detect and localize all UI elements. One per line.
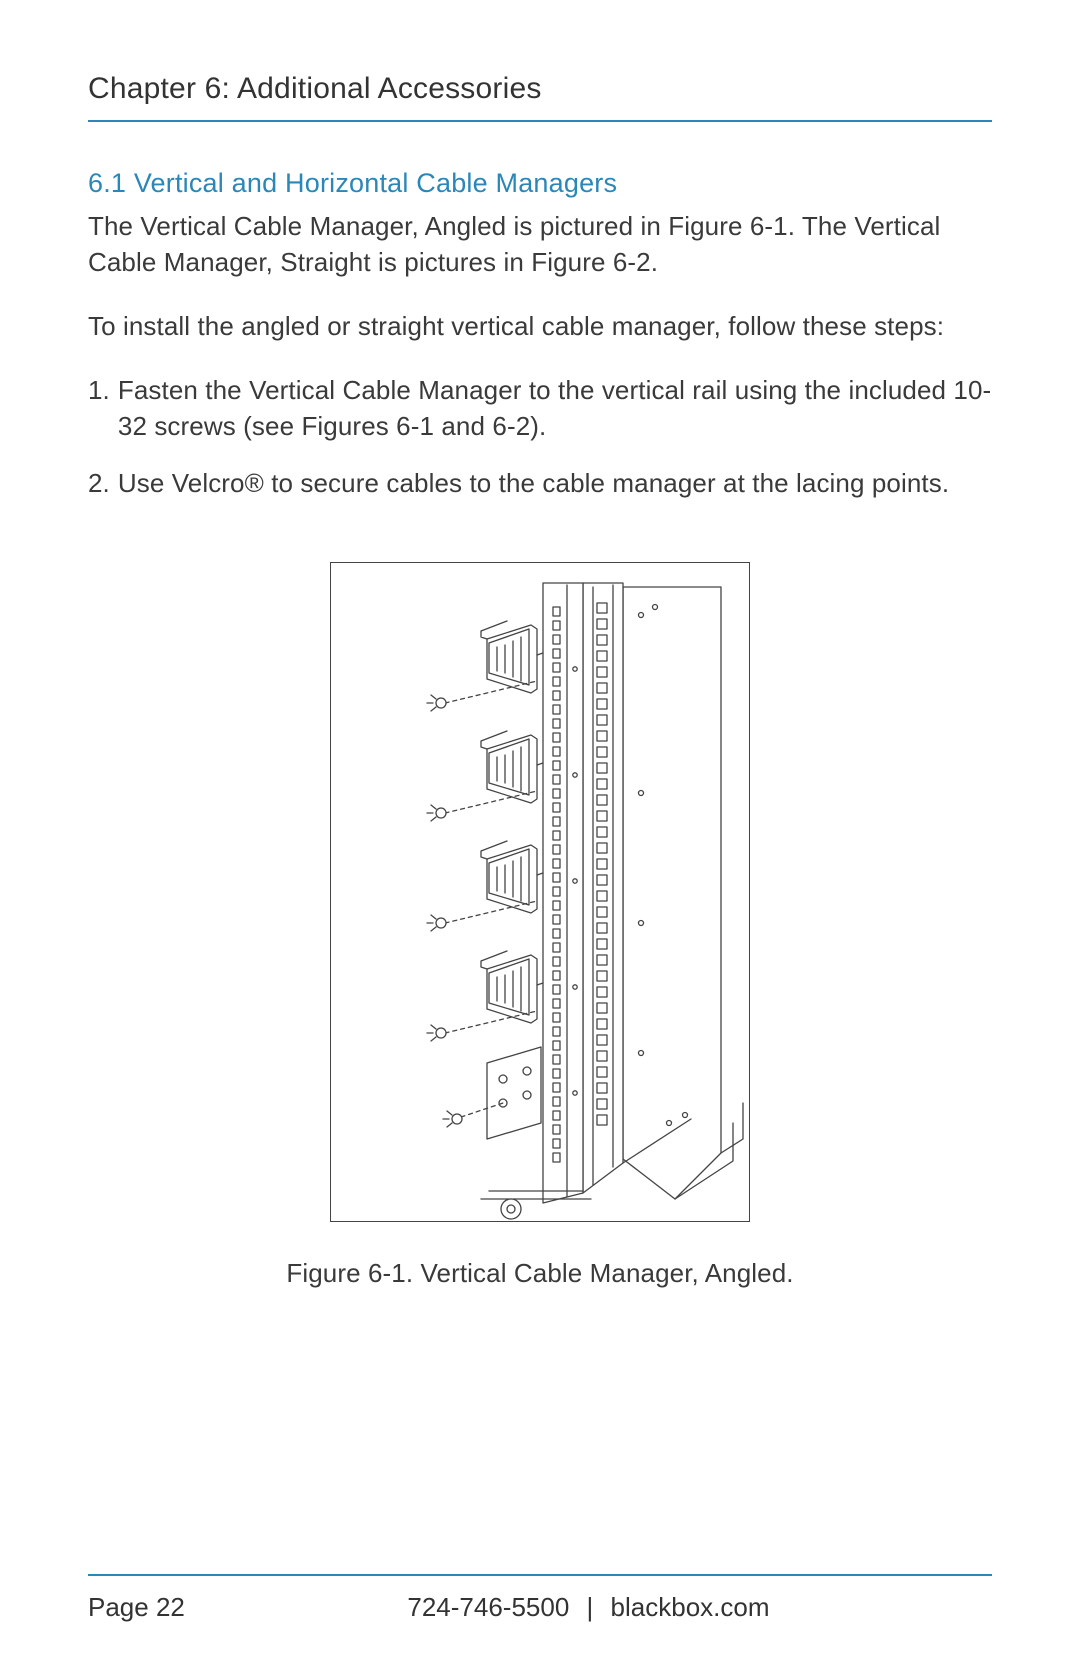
step-item: 1. Fasten the Vertical Cable Manager to … [88, 373, 992, 445]
intro-paragraph-2: To install the angled or straight vertic… [88, 309, 992, 345]
page-number: Page 22 [88, 1592, 185, 1623]
figure-wrap [88, 562, 992, 1222]
step-number: 1. [88, 373, 110, 445]
cable-manager-drawing-icon [331, 563, 751, 1223]
section-title: 6.1 Vertical and Horizontal Cable Manage… [88, 168, 992, 199]
step-text: Use Velcro® to secure cables to the cabl… [118, 466, 992, 502]
page-footer: Page 22 724-746-5500 | blackbox.com [88, 1574, 992, 1623]
step-item: 2. Use Velcro® to secure cables to the c… [88, 466, 992, 502]
intro-paragraph-1: The Vertical Cable Manager, Angled is pi… [88, 209, 992, 281]
figure-6-1 [330, 562, 750, 1222]
chapter-title: Chapter 6: Additional Accessories [88, 72, 992, 122]
step-number: 2. [88, 466, 110, 502]
steps-list: 1. Fasten the Vertical Cable Manager to … [88, 373, 992, 503]
footer-site: blackbox.com [611, 1592, 770, 1622]
figure-caption: Figure 6-1. Vertical Cable Manager, Angl… [88, 1258, 992, 1289]
step-text: Fasten the Vertical Cable Manager to the… [118, 373, 992, 445]
footer-contact: 724-746-5500 | blackbox.com [185, 1592, 992, 1623]
footer-phone: 724-746-5500 [407, 1592, 569, 1622]
footer-divider: | [587, 1592, 594, 1622]
